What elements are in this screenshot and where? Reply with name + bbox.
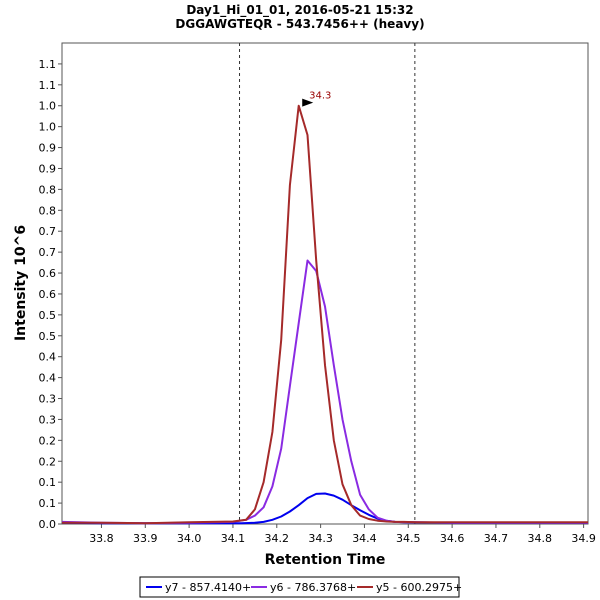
y-tick-label: 0.0 bbox=[39, 518, 57, 531]
y-tick-label: 0.7 bbox=[39, 225, 57, 238]
x-tick-label: 34.3 bbox=[308, 532, 333, 545]
legend-box bbox=[139, 576, 460, 598]
plot-area bbox=[61, 42, 589, 525]
peak-marker bbox=[302, 98, 314, 107]
y-tick-label: 1.1 bbox=[39, 58, 57, 71]
x-tick-label: 34.8 bbox=[528, 532, 553, 545]
y-tick-label: 0.4 bbox=[39, 372, 57, 385]
y-axis: 0.0 0.1 0.1 0.2 0.2 0.3 0.3 0.4 0.4 0.5 0.5 0.6 0.6 0… bbox=[39, 58, 62, 531]
legend-label: y7 - 857.4140+ bbox=[165, 581, 251, 594]
x-axis-title: Retention Time bbox=[265, 552, 386, 568]
legend: y7 - 857.4140+ y6 - 786.3768+ y5 - 600.297… bbox=[139, 576, 462, 598]
integration-bounds bbox=[239, 43, 416, 524]
y-tick-label: 0.5 bbox=[39, 330, 57, 343]
peak-label: 34.3 bbox=[309, 91, 331, 102]
y-tick-label: 0.2 bbox=[39, 455, 57, 468]
x-tick-label: 33.8 bbox=[89, 532, 114, 545]
y-tick-label: 0.6 bbox=[39, 267, 57, 280]
x-tick-label: 34.2 bbox=[265, 532, 290, 545]
y-tick-label: 0.9 bbox=[39, 142, 57, 155]
peak-annotation: 34.3 bbox=[302, 91, 331, 107]
y-tick-label: 0.8 bbox=[39, 204, 57, 217]
y-tick-label: 0.3 bbox=[39, 413, 57, 426]
y-tick-label: 0.9 bbox=[39, 162, 57, 175]
y-tick-label: 0.5 bbox=[39, 309, 57, 322]
x-tick-label: 33.9 bbox=[133, 532, 158, 545]
x-tick-label: 34.0 bbox=[177, 532, 202, 545]
y-tick-label: 1.0 bbox=[39, 100, 57, 113]
x-axis: 33.8 33.9 34.0 34.1 34.2 34.3 34.4 34.5 34.6 34.7… bbox=[89, 524, 596, 545]
y-tick-label: 0.6 bbox=[39, 288, 57, 301]
x-tick-label: 34.6 bbox=[440, 532, 465, 545]
y-tick-label: 0.8 bbox=[39, 183, 57, 196]
y-tick-label: 1.0 bbox=[39, 121, 57, 134]
x-tick-label: 34.9 bbox=[571, 532, 596, 545]
x-tick-label: 34.4 bbox=[352, 532, 377, 545]
y-tick-label: 0.7 bbox=[39, 246, 57, 259]
x-tick-label: 34.7 bbox=[484, 532, 509, 545]
y-tick-label: 0.2 bbox=[39, 434, 57, 447]
x-tick-label: 34.1 bbox=[221, 532, 246, 545]
y-tick-label: 1.1 bbox=[39, 79, 57, 92]
chart-subtitle: DGGAWGTEQR - 543.7456++ (heavy) bbox=[175, 17, 424, 31]
y-tick-label: 0.3 bbox=[39, 393, 57, 406]
legend-label: y5 - 600.2975+ bbox=[376, 581, 462, 594]
y-tick-label: 0.4 bbox=[39, 351, 57, 364]
y-axis-title: Intensity 10^6 bbox=[13, 225, 29, 341]
y-tick-label: 0.1 bbox=[39, 497, 57, 510]
series-line bbox=[62, 104, 588, 525]
series-layer bbox=[61, 104, 588, 525]
legend-label: y6 - 786.3768+ bbox=[270, 581, 356, 594]
chart-title: Day1_Hi_01_01, 2016-05-21 15:32 bbox=[186, 3, 413, 18]
y-tick-label: 0.1 bbox=[39, 476, 57, 489]
x-tick-label: 34.5 bbox=[396, 532, 421, 545]
